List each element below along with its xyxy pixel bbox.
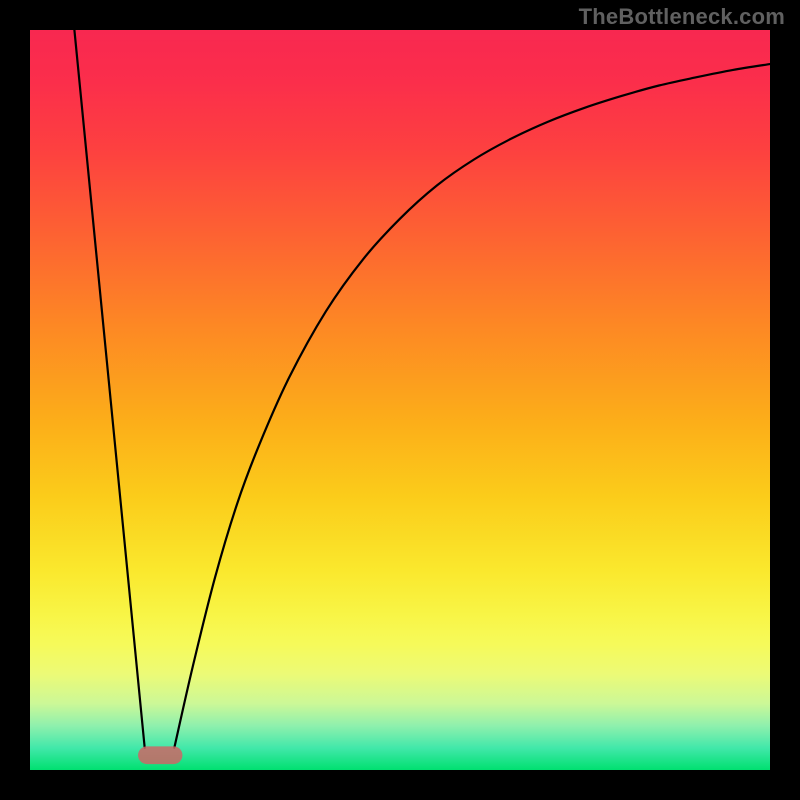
watermark-text: TheBottleneck.com [579, 4, 785, 30]
chart-gradient-bg [30, 30, 770, 770]
minimum-marker [138, 746, 182, 764]
bottleneck-chart [0, 0, 800, 800]
